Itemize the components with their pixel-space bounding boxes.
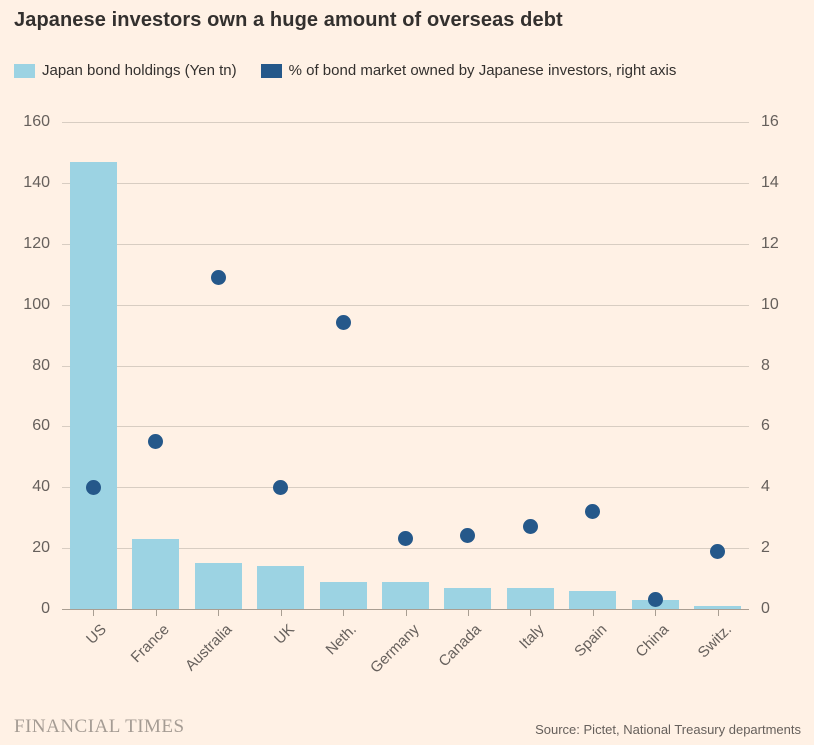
x-axis-label-australia: Australia — [181, 621, 236, 675]
x-axis-label-france: France — [127, 621, 173, 667]
x-tick-italy — [530, 610, 532, 616]
legend-label: % of bond market owned by Japanese inves… — [288, 62, 677, 79]
x-axis-label-neth: Neth. — [322, 621, 361, 659]
ft-brand-logo: FINANCIAL TIMES — [14, 716, 185, 737]
y-axis-right-tick-label: 2 — [761, 539, 770, 557]
y-axis-left-tick-label: 140 — [23, 173, 50, 191]
x-tick-canada — [467, 610, 469, 616]
bar-canada — [444, 587, 492, 609]
x-tick-neth — [343, 610, 345, 616]
y-axis-right-tick-label: 0 — [761, 600, 770, 617]
dot-us — [85, 479, 101, 495]
x-axis-label-uk: UK — [270, 621, 298, 648]
grid-line — [62, 426, 749, 428]
y-axis-left-tick-label: 160 — [23, 113, 50, 130]
y-axis-right-tick-label: 14 — [761, 173, 779, 191]
bar-australia — [194, 563, 242, 609]
x-tick-spain — [592, 610, 594, 616]
source-note: Source: Pictet, National Treasury depart… — [535, 722, 801, 737]
x-tick-germany — [405, 610, 407, 616]
y-axis-right-tick-label: 6 — [761, 417, 770, 435]
grid-line — [62, 304, 749, 306]
y-axis-left-tick-label: 120 — [23, 234, 50, 252]
y-axis-right-tick-label: 4 — [761, 478, 770, 496]
dot-uk — [273, 479, 289, 495]
x-tick-france — [155, 610, 157, 616]
y-axis-right-tick-label: 8 — [761, 356, 770, 374]
legend-label: Japan bond holdings (Yen tn) — [42, 62, 237, 79]
chart-title: Japanese investors own a huge amount of … — [14, 9, 563, 31]
grid-line — [62, 365, 749, 367]
x-axis-label-germany: Germany — [366, 621, 423, 677]
x-axis-label-spain: Spain — [570, 621, 610, 661]
dot-germany — [398, 531, 413, 547]
x-axis-label-us: US — [83, 621, 111, 648]
bar-neth — [319, 581, 367, 609]
y-axis-left-tick-label: 60 — [32, 417, 50, 435]
grid-line — [62, 548, 749, 550]
legend-item-percent: % of bond market owned by Japanese inves… — [260, 62, 677, 79]
x-tick-switz — [717, 610, 719, 616]
grid-line — [62, 243, 749, 245]
x-axis-label-italy: Italy — [515, 621, 548, 653]
x-tick-uk — [280, 610, 282, 616]
x-axis-line — [62, 609, 749, 610]
y-axis-left-tick-label: 0 — [41, 600, 50, 617]
bar-germany — [382, 581, 429, 609]
x-axis-label-china: China — [632, 621, 673, 661]
y-axis-right-tick-label: 12 — [761, 234, 779, 252]
y-axis-right-tick-label: 10 — [761, 295, 779, 313]
y-axis-left-tick-label: 40 — [32, 478, 50, 496]
dot-canada — [460, 528, 476, 544]
grid-line — [62, 182, 749, 184]
bar-france — [132, 538, 180, 609]
x-tick-china — [655, 610, 657, 616]
bar-italy — [506, 587, 554, 609]
dot-australia — [210, 269, 226, 285]
x-axis-label-canada: Canada — [435, 621, 485, 671]
dot-china — [647, 592, 663, 608]
legend-swatch-bar — [14, 63, 35, 78]
legend-item-bonds: Japan bond holdings (Yen tn) — [14, 62, 237, 79]
legend-swatch-dot — [260, 63, 282, 78]
bar-spain — [569, 590, 617, 609]
bar-uk — [257, 566, 305, 609]
bar-switz — [694, 605, 742, 609]
x-axis-label-switz: Switz. — [694, 621, 735, 662]
y-axis-left-tick-label: 80 — [32, 356, 50, 374]
legend: Japan bond holdings (Yen tn) % of bond m… — [14, 62, 676, 79]
dot-switz — [710, 543, 726, 559]
y-axis-left-tick-label: 20 — [32, 539, 50, 557]
y-axis-left-tick-label: 100 — [23, 295, 50, 313]
grid-line — [62, 487, 749, 489]
grid-line — [62, 122, 749, 123]
x-tick-us — [93, 610, 95, 616]
dot-spain — [585, 504, 601, 520]
y-axis-right-tick-label: 16 — [761, 113, 779, 130]
dot-france — [148, 434, 164, 450]
bar-us — [69, 161, 117, 609]
x-tick-australia — [218, 610, 220, 616]
dot-italy — [522, 519, 538, 535]
dot-neth — [335, 315, 351, 331]
